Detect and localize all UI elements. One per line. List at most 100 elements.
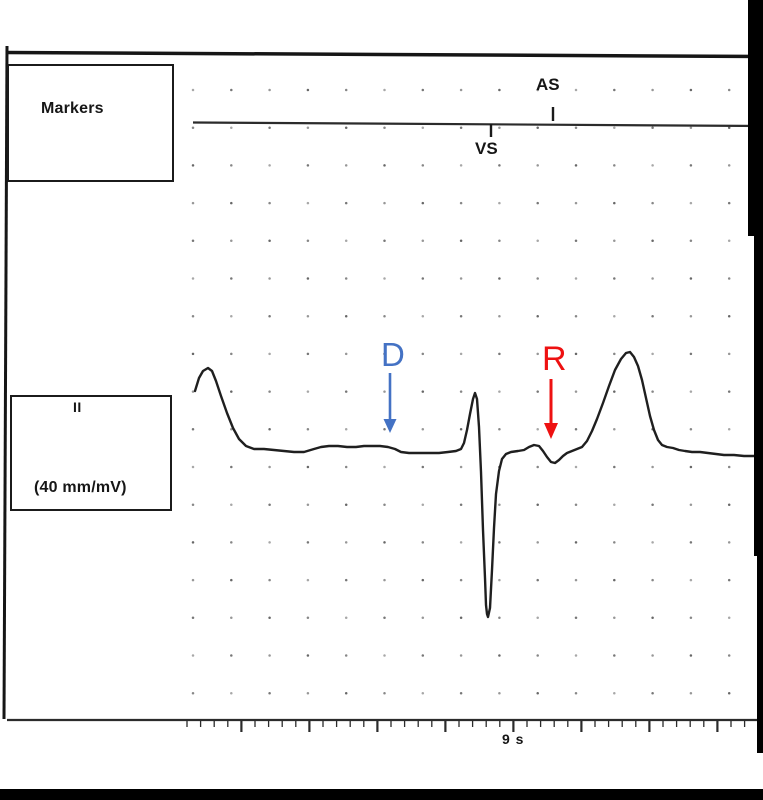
grid-dot (191, 390, 195, 393)
grid-dot (421, 654, 425, 657)
grid-dot (613, 428, 616, 431)
grid-dot (344, 201, 348, 205)
grid-dot (268, 541, 271, 544)
grid-dot (230, 691, 233, 695)
grid-dot (421, 126, 425, 129)
grid-dot (383, 126, 386, 129)
grid-dot (536, 277, 539, 280)
grid-dot (344, 126, 348, 129)
grid-dot (383, 314, 386, 318)
grid-dot (383, 428, 386, 431)
grid-dot (574, 352, 578, 356)
grid-dot (651, 390, 654, 393)
grid-dot (421, 88, 425, 92)
grid-dot (421, 277, 425, 280)
grid-dot (727, 578, 731, 582)
grid-dot (689, 239, 693, 243)
grid-dot (306, 314, 310, 318)
grid-dot (651, 616, 654, 620)
grid-dot (191, 654, 195, 657)
grid-dot (268, 352, 271, 356)
grid-dot (498, 578, 501, 582)
grid-dot (344, 503, 348, 506)
lead-label: II (73, 399, 82, 415)
grid-dot (268, 428, 271, 431)
grid-dot (536, 88, 539, 92)
grid-dot (306, 465, 310, 469)
grid-dot (651, 654, 654, 657)
grid-dot (689, 390, 693, 393)
grid-dot (651, 503, 654, 506)
grid-dot (230, 465, 233, 469)
grid-dot (230, 88, 233, 92)
grid-dot (498, 126, 501, 129)
grid-dot (689, 428, 693, 431)
grid-dot (344, 164, 348, 167)
grid-dot (613, 691, 616, 695)
grid-dot (459, 126, 463, 129)
grid-dot (306, 616, 310, 620)
grid-dot (536, 541, 539, 544)
grid-dot (191, 616, 195, 620)
grid-dot (536, 578, 539, 582)
grid-dot (574, 239, 578, 243)
grid-dot (344, 390, 348, 393)
grid-dot (421, 352, 425, 356)
left-scan-border (2, 45, 9, 720)
grid-dot (230, 126, 233, 129)
grid-dot (344, 691, 348, 695)
grid-dot (613, 541, 616, 544)
grid-dot (344, 352, 348, 356)
grid-dot (344, 541, 348, 544)
grid-dot (421, 239, 425, 243)
grid-dot (498, 277, 501, 280)
grid-dot (459, 541, 463, 544)
grid-dot (536, 126, 539, 129)
grid-dot (421, 616, 425, 620)
grid-dot (459, 503, 463, 506)
grid-dot (613, 352, 616, 356)
ecg-trace (193, 350, 763, 619)
grid-dot (536, 314, 539, 318)
grid-dot (498, 88, 501, 92)
grid-dot (306, 277, 310, 280)
grid-dot (651, 578, 654, 582)
bottom-scan-edge (0, 789, 763, 800)
grid-dot (574, 88, 578, 92)
grid-dot (230, 578, 233, 582)
grid-dot (613, 88, 616, 92)
grid-dot (191, 201, 195, 205)
grid-dot (613, 616, 616, 620)
grid-dot (306, 88, 310, 92)
markers-box-label: Markers (41, 100, 104, 117)
grid-dot (498, 352, 501, 356)
grid-dot (230, 503, 233, 506)
grid-dot (191, 314, 195, 318)
grid-dot (727, 428, 731, 431)
grid-dot (536, 503, 539, 506)
as-marker-label: AS (536, 75, 560, 94)
grid-dot (689, 541, 693, 544)
grid-dot (727, 164, 731, 167)
grid-dot (383, 616, 386, 620)
grid-dot (344, 616, 348, 620)
grid-dot (498, 390, 501, 393)
grid-dot (727, 239, 731, 243)
r-arrow (544, 379, 558, 439)
grid-dot (536, 239, 539, 243)
grid-dot (383, 352, 386, 356)
grid-dot (268, 88, 271, 92)
grid-dot (383, 578, 386, 582)
grid-dot (459, 578, 463, 582)
grid-dot (383, 201, 386, 205)
grid-dot (727, 352, 731, 356)
grid-dot (689, 314, 693, 318)
grid-dot (306, 691, 310, 695)
grid-dot (230, 314, 233, 318)
grid-dot (268, 503, 271, 506)
grid-dot (727, 88, 731, 92)
grid-dot (230, 541, 233, 544)
grid-dot (459, 616, 463, 620)
grid-dot (536, 465, 539, 469)
